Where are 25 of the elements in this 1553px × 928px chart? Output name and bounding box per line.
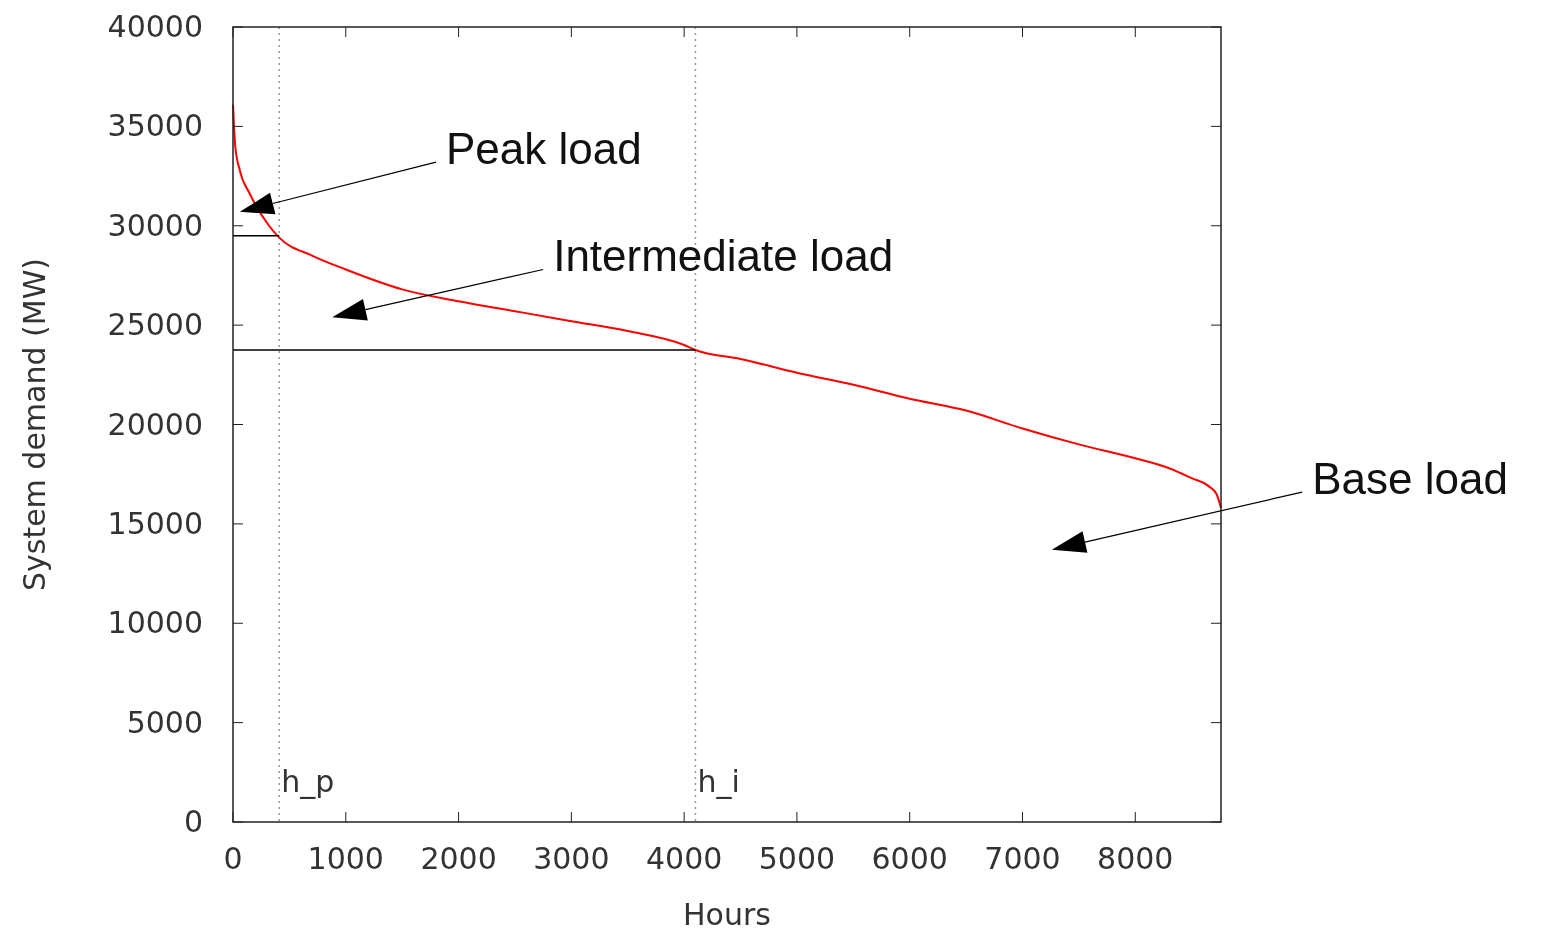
x-tick-label: 7000 xyxy=(984,841,1061,876)
text: Base load xyxy=(1312,454,1508,504)
y-tick-label: 10000 xyxy=(107,605,203,641)
y-axis-title: System demand (MW) xyxy=(17,257,52,592)
y-tick-label: 5000 xyxy=(126,704,203,740)
x-tick-label: 4000 xyxy=(645,841,723,876)
y-tick-label: 15000 xyxy=(107,505,203,541)
ref-line-label: h_i xyxy=(697,764,740,799)
x-tick-label: 2000 xyxy=(420,841,497,876)
y-tick-label: 35000 xyxy=(107,108,203,144)
y-tick-label: 20000 xyxy=(107,406,203,442)
x-tick-label: 0 xyxy=(223,841,243,876)
annotation: Peak load xyxy=(446,124,642,174)
x-tick-label: 3000 xyxy=(533,841,610,876)
ref-line-label: h_p xyxy=(281,764,335,799)
y-tick-label: 30000 xyxy=(107,207,203,243)
x-tick-label: 6000 xyxy=(871,841,948,876)
annotation: Intermediate load xyxy=(553,231,894,281)
x-tick-label: 1000 xyxy=(307,841,384,876)
y-tick-label: 0 xyxy=(183,804,203,839)
y-tick-label: 40000 xyxy=(107,9,203,44)
x-tick-label: 8000 xyxy=(1097,841,1174,876)
y-tick-label: 25000 xyxy=(107,307,203,343)
x-axis-title: Hours xyxy=(683,897,771,928)
x-tick-label: 5000 xyxy=(758,841,836,876)
